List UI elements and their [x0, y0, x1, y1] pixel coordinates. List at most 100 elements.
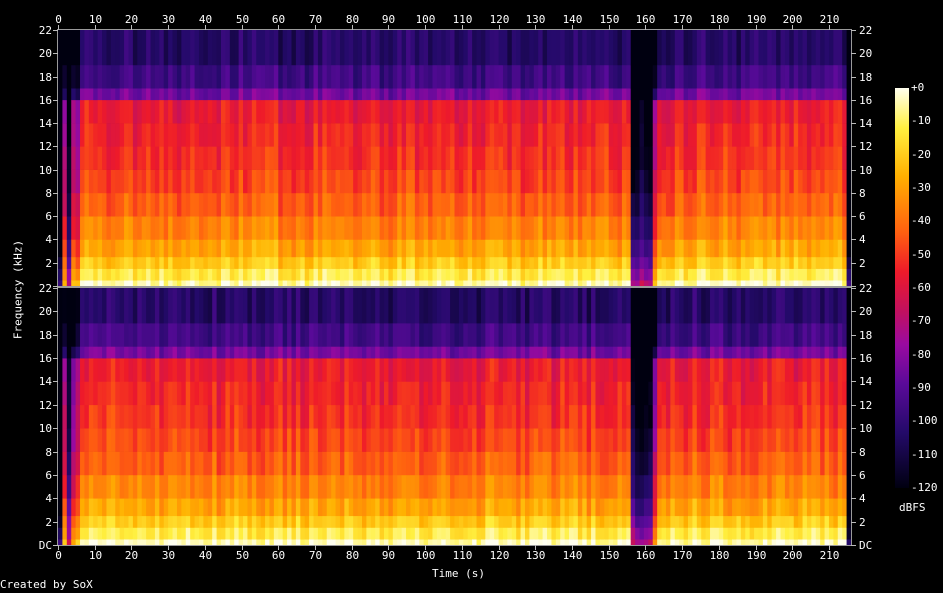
spectrogram-cell [260, 280, 266, 287]
spectrogram-cell [353, 256, 359, 269]
spectrogram-cell [401, 88, 407, 101]
spectrogram-cell [472, 216, 478, 240]
spectrogram-cell [586, 146, 592, 170]
spectrogram-cell [331, 280, 337, 287]
spectrogram-cell [798, 99, 804, 124]
spectrogram-cell [397, 64, 403, 89]
spectrogram-cell [833, 323, 839, 347]
colorbar-tick-label: -110 [911, 447, 938, 461]
spectrogram-cell [564, 451, 570, 476]
spectrogram-cell [265, 346, 271, 359]
spectrogram-cell [516, 88, 522, 101]
spectrogram-cell [243, 288, 249, 324]
spectrogram-cell [300, 280, 306, 287]
spectrogram-cell [115, 288, 121, 324]
spectrogram-cell [507, 539, 513, 546]
spectrogram-cell [696, 381, 702, 406]
spectrogram-cell [190, 30, 196, 66]
spectrogram-cell [771, 239, 777, 258]
spectrogram-cell [771, 539, 777, 546]
spectrogram-cell [630, 216, 636, 240]
spectrogram-cell [115, 527, 121, 540]
spectrogram-cell [410, 239, 416, 258]
spectrogram-cell [154, 474, 160, 499]
spectrogram-cell [833, 239, 839, 258]
spectrogram-cell [88, 404, 94, 429]
spectrogram-cell [533, 146, 539, 170]
spectrogram-cell [260, 539, 266, 546]
spectrogram-cell [234, 515, 240, 528]
spectrogram-cell [216, 280, 222, 287]
spectrogram-cell [472, 99, 478, 124]
spectrogram-cell [66, 323, 72, 347]
spectrogram-cell [291, 474, 297, 499]
spectrogram-cell [472, 123, 478, 147]
spectrogram-cell [789, 515, 795, 528]
spectrogram-cell [613, 256, 619, 269]
spectrogram-cell [194, 64, 200, 89]
spectrogram-cell [696, 216, 702, 240]
y-tick-label-right: 14 [859, 374, 873, 388]
spectrogram-cell [269, 288, 275, 324]
spectrogram-cell [172, 474, 178, 499]
spectrogram-cell [762, 498, 768, 517]
spectrogram-cell [379, 30, 385, 66]
spectrogram-cell [176, 358, 182, 382]
spectrogram-cell [212, 64, 218, 89]
spectrogram-cell [66, 30, 72, 66]
spectrogram-cell [278, 381, 284, 406]
spectrogram-cell [71, 268, 77, 281]
spectrogram-cell [106, 539, 112, 546]
spectrogram-cell [419, 256, 425, 269]
spectrogram-cell [401, 527, 407, 540]
spectrogram-cell [247, 323, 253, 347]
spectrogram-cell [705, 268, 711, 281]
spectrogram-cell [322, 99, 328, 124]
spectrogram-cell [586, 288, 592, 324]
spectrogram-cell [784, 428, 790, 452]
spectrogram-cell [229, 239, 235, 258]
colorbar-tick-label: -10 [911, 114, 931, 128]
spectrogram-cell [670, 216, 676, 240]
spectrogram-cell [533, 123, 539, 147]
spectrogram-cell [626, 428, 632, 452]
spectrogram-cell [58, 99, 64, 124]
spectrogram-cell [243, 280, 249, 287]
spectrogram-cell [591, 192, 597, 217]
spectrogram-cell [555, 346, 561, 359]
spectrogram-cell [679, 239, 685, 258]
spectrogram-cell [225, 280, 231, 287]
spectrogram-cell [710, 539, 716, 546]
spectrogram-cell [401, 404, 407, 429]
spectrogram-cell [533, 381, 539, 406]
spectrogram-cell [93, 323, 99, 347]
spectrogram-cell [529, 88, 535, 101]
spectrogram-cell [71, 280, 77, 287]
spectrogram-cell [573, 539, 579, 546]
spectrogram-cell [595, 88, 601, 101]
spectrogram-cell [58, 381, 64, 406]
spectrogram-cell [595, 280, 601, 287]
spectrogram-cell [705, 216, 711, 240]
spectrogram-cell [419, 268, 425, 281]
spectrogram-cell [507, 99, 513, 124]
spectrogram-cell [370, 404, 376, 429]
spectrogram-cell [824, 30, 830, 66]
spectrogram-cell [273, 428, 279, 452]
y-tick-label-left: 16 [38, 351, 52, 365]
spectrogram-cell [353, 99, 359, 124]
spectrogram-cell [441, 527, 447, 540]
spectrogram-cell [635, 474, 641, 499]
spectrogram-cell [62, 99, 68, 124]
spectrogram-cell [150, 216, 156, 240]
spectrogram-cell [472, 451, 478, 476]
spectrogram-cell [194, 381, 200, 406]
spectrogram-cell [331, 64, 337, 89]
spectrogram-cell [815, 169, 821, 194]
spectrogram-cell [485, 30, 491, 66]
spectrogram-cell [569, 169, 575, 194]
spectrogram-cell [172, 515, 178, 528]
spectrogram-cell [480, 192, 486, 217]
spectrogram-cell [238, 381, 244, 406]
spectrogram-cell [718, 346, 724, 359]
